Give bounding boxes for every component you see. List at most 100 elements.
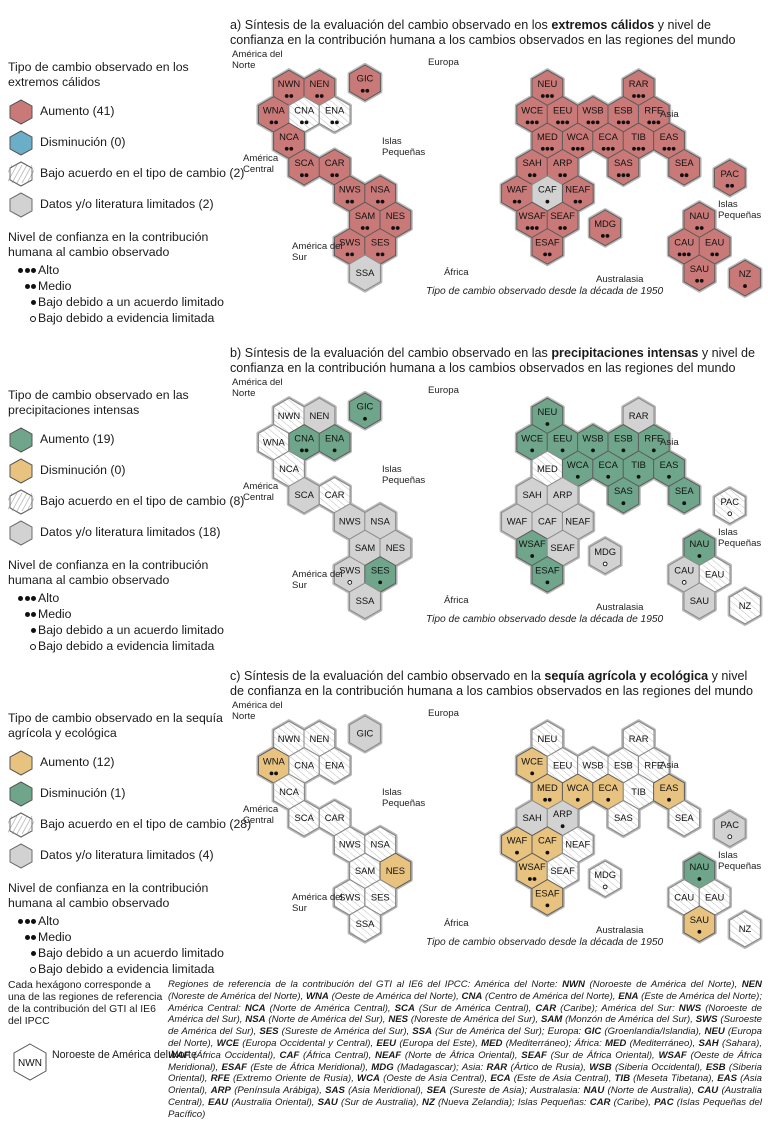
- confidence-dot: [578, 199, 582, 204]
- region-arp: ARP: [546, 799, 579, 837]
- region-rar: RAR: [622, 720, 655, 758]
- legend-item: Datos y/o literatura limitados (4): [8, 843, 230, 869]
- region-code: GIC: [357, 401, 374, 412]
- region-mdg: MDG: [589, 209, 622, 247]
- region-code: NEAF: [565, 516, 590, 527]
- region-desc: (Noreste de América del Sur),: [408, 1014, 541, 1026]
- legend-swatch: [9, 781, 33, 807]
- confidence-dot: [571, 146, 576, 151]
- confidence-dot: [563, 173, 567, 178]
- region-code: CAR: [325, 489, 345, 500]
- region-code: ECA: [599, 459, 619, 470]
- region-desc: Europa:: [547, 1026, 585, 1038]
- region-code: EAU: [705, 568, 725, 579]
- region-cau: CAU: [668, 228, 701, 265]
- label-america-central: América Central: [243, 804, 279, 826]
- confidence-dot: [515, 850, 519, 855]
- region-code: SAH: [523, 157, 542, 168]
- legend-label: Bajo acuerdo en el tipo de cambio (2): [40, 166, 245, 180]
- region-code: SAH: [523, 812, 542, 823]
- confidence-dot: [606, 474, 611, 479]
- label-asia: Asia: [660, 760, 679, 771]
- confidence-dot: [319, 94, 324, 98]
- region-code: ESAF: [221, 1061, 248, 1073]
- confidence-dot: [558, 173, 563, 178]
- region-desc: (Meseta Tibetana),: [630, 1073, 718, 1085]
- label-islas-pequenas: Islas Pequeñas: [718, 199, 762, 221]
- confidence-dot: [591, 120, 595, 125]
- confidence-dot: [269, 771, 274, 776]
- region-code: WSB: [582, 432, 603, 443]
- region-nz: NZ: [729, 259, 761, 297]
- legend-swatch: [9, 520, 33, 546]
- label-africa: África: [444, 595, 469, 606]
- region-desc: Islas Pequeñas:: [517, 1096, 590, 1108]
- confidence-dot: [365, 88, 370, 93]
- region-code: ENA: [325, 104, 345, 115]
- key-hexagon: NWN: [13, 1043, 47, 1081]
- confidence-dot: [528, 173, 532, 178]
- region-desc: (África Occidental),: [189, 1049, 280, 1061]
- region-sca: SCA: [288, 799, 321, 837]
- confidence-dot: [695, 278, 699, 283]
- region-code: ENA: [618, 990, 639, 1002]
- confidence-dot: [602, 561, 608, 567]
- region-wsb: WSB: [577, 96, 609, 133]
- region-seaf: SEAF: [546, 852, 579, 890]
- region-desc: (Suroeste de América del Sur),: [168, 1014, 762, 1038]
- label-asia: Asia: [660, 109, 679, 120]
- confidence-dot: [602, 884, 608, 890]
- confidence-dot: [534, 120, 539, 125]
- confidence-dot: [697, 877, 702, 881]
- region-code: NEAF: [565, 184, 590, 195]
- region-code: ESB: [614, 759, 633, 770]
- region-desc: Australasia:: [530, 1085, 584, 1097]
- region-code: SAU: [317, 1096, 338, 1108]
- region-code: ESB: [614, 432, 633, 443]
- panel-title: a) Síntesis de la evaluación del cambio …: [230, 18, 736, 47]
- region-code: SAU: [690, 263, 710, 274]
- region-desc: (Europa Occidental y Central),: [239, 1037, 377, 1049]
- region-ena: ENA: [318, 424, 351, 461]
- region-code: TIB: [631, 786, 646, 797]
- region-code: NWS: [339, 516, 361, 527]
- region-code: NAU: [690, 861, 710, 872]
- confidence-dot: [530, 226, 535, 230]
- region-code: SEAF: [521, 1049, 547, 1061]
- region-desc: (Australia Central),: [168, 1085, 762, 1108]
- region-code: SES: [371, 564, 390, 575]
- region-nsa: NSA: [364, 826, 397, 863]
- legend-title: Tipo de cambio observado en la sequía ag…: [8, 711, 223, 740]
- region-eau: EAU: [698, 228, 731, 265]
- region-code: WSB: [582, 759, 603, 770]
- region-code: SWS: [339, 564, 360, 575]
- confidence-dot: [641, 146, 646, 151]
- region-desc: (Siberia Oriental),: [168, 1061, 762, 1085]
- panel-extremos: a) Síntesis de la evaluación del cambio …: [0, 18, 768, 348]
- region-code: SEAF: [550, 865, 575, 876]
- region-wna: WNA: [257, 424, 290, 461]
- region-seaf: SEAF: [546, 201, 579, 239]
- legend-swatch: [9, 458, 33, 484]
- region-desc: Asia:: [461, 1061, 487, 1073]
- region-code: SSA: [412, 1026, 433, 1038]
- region-code: NES: [388, 1014, 409, 1026]
- region-code: WAF: [168, 1049, 190, 1061]
- region-code: MED: [537, 131, 558, 142]
- legend-item: Disminución (1): [8, 781, 230, 807]
- region-code: RAR: [629, 733, 649, 744]
- confidence-dot: [304, 173, 309, 178]
- confidence-dot: [330, 173, 335, 178]
- confidence-dot: [682, 252, 687, 257]
- region-code: RAR: [486, 1061, 508, 1073]
- confidence-dot: [532, 877, 537, 881]
- region-eeu: EEU: [546, 96, 579, 133]
- region-code: NCA: [279, 463, 300, 474]
- region-sau: SAU: [683, 905, 716, 943]
- label-america-central: América Central: [243, 481, 279, 503]
- confidence-dot: [289, 94, 294, 98]
- region-desc: (Groenlandia/Islandia),: [601, 1026, 705, 1038]
- region-code: NSA: [371, 516, 391, 527]
- region-code: SEA: [675, 157, 695, 168]
- region-code: ARP: [210, 1085, 231, 1097]
